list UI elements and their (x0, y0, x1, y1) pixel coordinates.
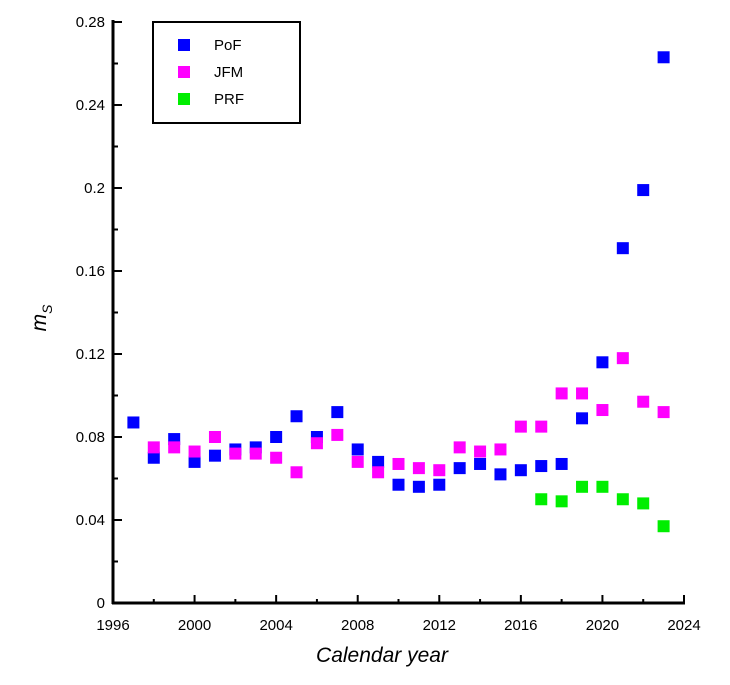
pof-point (616, 242, 629, 255)
prf-point (535, 493, 548, 506)
y-axis-label-sub: S (39, 304, 55, 314)
prf-point (555, 495, 568, 508)
y-tick-label: 0.28 (76, 14, 105, 31)
pof-point (637, 184, 650, 197)
jfm-point (616, 352, 629, 365)
x-tick-label: 2012 (423, 617, 456, 634)
x-tick-label: 2000 (178, 617, 211, 634)
pof-point (657, 51, 670, 64)
prf-point (657, 520, 670, 533)
pof-point (372, 455, 385, 468)
jfm-point (168, 441, 181, 454)
pof-point (433, 478, 446, 491)
legend-label-prf: PRF (214, 91, 244, 108)
jfm-point (270, 451, 283, 464)
legend-marker-jfm (178, 66, 190, 78)
pof-point (127, 416, 140, 429)
prf-point (576, 480, 589, 493)
jfm-point (331, 428, 344, 441)
x-tick-label: 2016 (504, 617, 537, 634)
pof-point (555, 457, 568, 470)
pof-point (188, 455, 201, 468)
jfm-point (596, 404, 609, 417)
jfm-point (453, 441, 466, 454)
axes: 1996 2000 2004 2008 2012 2016 2020 2024 0 0.04 0.0… (76, 14, 701, 634)
pof-point (453, 462, 466, 475)
x-tick-label: 1996 (96, 617, 129, 634)
jfm-point (249, 447, 262, 460)
x-tick-label: 2004 (259, 617, 292, 634)
jfm-point (535, 420, 548, 433)
legend-box (152, 21, 301, 124)
x-tick-label: 2024 (667, 617, 700, 634)
jfm-point (412, 462, 425, 475)
jfm-point (474, 445, 487, 458)
y-tick-label: 0.2 (84, 180, 105, 197)
jfm-point (494, 443, 507, 456)
x-axis-label: Calendar year (316, 644, 449, 667)
jfm-point (208, 431, 221, 443)
legend-marker-pof (178, 39, 190, 51)
pof-point (208, 449, 221, 462)
jfm-point (290, 466, 303, 479)
x-tick-label: 2008 (341, 617, 374, 634)
pof-point (331, 406, 344, 419)
legend-label-jfm: JFM (214, 64, 243, 81)
pof-point (392, 478, 405, 491)
prf-point (637, 497, 650, 510)
jfm-point (657, 406, 670, 419)
y-tick-label: 0.04 (76, 512, 105, 529)
legend: PoF JFM PRF (152, 21, 301, 124)
prf-point (616, 493, 629, 506)
pof-point (494, 468, 507, 481)
pof-point (474, 457, 487, 470)
prf-point (596, 480, 609, 493)
svg-text:mS: mS (28, 304, 55, 332)
jfm-point (351, 455, 364, 468)
jfm-point (514, 420, 527, 433)
y-axis-label-main: m (28, 314, 51, 332)
jfm-point (229, 447, 242, 460)
y-tick-label: 0 (97, 595, 105, 612)
pof-point (596, 356, 609, 369)
y-tick-label: 0.08 (76, 429, 105, 446)
jfm-point (433, 464, 446, 477)
jfm-point (310, 437, 323, 450)
jfm-point (372, 466, 385, 479)
pof-point (535, 460, 548, 473)
pof-point (351, 443, 364, 456)
pof-point (270, 431, 283, 443)
jfm-point (576, 387, 589, 400)
y-axis-label: mS (28, 304, 55, 332)
data-points (127, 51, 670, 533)
jfm-point (555, 387, 568, 400)
pof-point (147, 451, 160, 464)
pof-point (514, 464, 527, 477)
y-tick-label: 0.16 (76, 263, 105, 280)
jfm-point (188, 445, 201, 458)
pof-point (412, 480, 425, 493)
pof-point (290, 410, 303, 423)
jfm-point (147, 441, 160, 454)
y-tick-label: 0.12 (76, 346, 105, 363)
y-tick-label: 0.24 (76, 97, 105, 114)
jfm-point (637, 395, 650, 408)
legend-label-pof: PoF (214, 37, 242, 54)
jfm-point (392, 457, 405, 470)
legend-marker-prf (178, 93, 190, 105)
x-tick-label: 2020 (586, 617, 619, 634)
pof-point (576, 412, 589, 425)
